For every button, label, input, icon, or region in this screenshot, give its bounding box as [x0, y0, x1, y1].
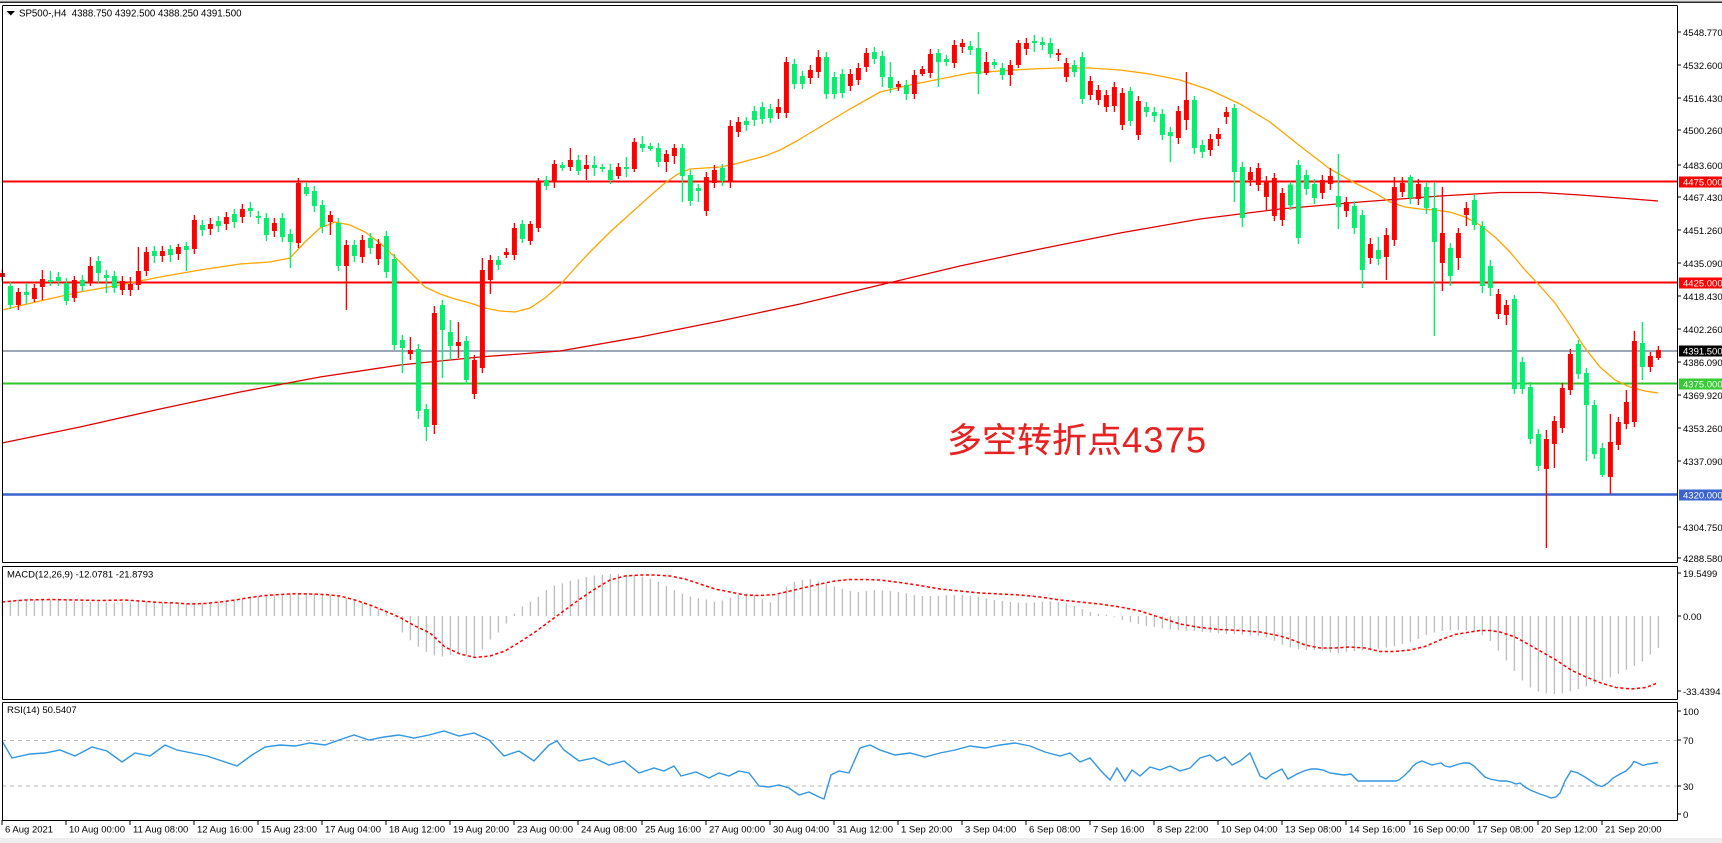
svg-text:-33.4394: -33.4394 [1683, 687, 1721, 698]
svg-text:4418.430: 4418.430 [1683, 292, 1722, 303]
svg-text:4304.750: 4304.750 [1683, 523, 1722, 534]
svg-text:15 Aug 23:00: 15 Aug 23:00 [261, 825, 317, 836]
svg-text:RSI(14) 50.5407: RSI(14) 50.5407 [7, 705, 77, 716]
svg-text:6 Aug 2021: 6 Aug 2021 [5, 825, 53, 836]
svg-text:17 Aug 04:00: 17 Aug 04:00 [325, 825, 381, 836]
svg-text:17 Sep 08:00: 17 Sep 08:00 [1477, 825, 1534, 836]
svg-text:4320.000: 4320.000 [1683, 491, 1722, 502]
svg-text:18 Aug 12:00: 18 Aug 12:00 [389, 825, 445, 836]
svg-text:12 Aug 16:00: 12 Aug 16:00 [197, 825, 253, 836]
svg-text:30 Aug 04:00: 30 Aug 04:00 [773, 825, 829, 836]
svg-text:4435.090: 4435.090 [1683, 259, 1722, 270]
svg-text:4475.000: 4475.000 [1683, 178, 1722, 189]
svg-text:19.5499: 19.5499 [1683, 569, 1717, 580]
svg-text:8 Sep 22:00: 8 Sep 22:00 [1157, 825, 1208, 836]
svg-text:10 Sep 04:00: 10 Sep 04:00 [1221, 825, 1278, 836]
svg-text:4483.600: 4483.600 [1683, 161, 1722, 172]
svg-text:19 Aug 20:00: 19 Aug 20:00 [453, 825, 509, 836]
svg-text:0: 0 [1683, 810, 1688, 821]
svg-text:4288.580: 4288.580 [1683, 554, 1722, 565]
svg-text:11 Aug 08:00: 11 Aug 08:00 [133, 825, 188, 836]
svg-text:4386.090: 4386.090 [1683, 358, 1722, 369]
svg-text:25 Aug 16:00: 25 Aug 16:00 [645, 825, 701, 836]
svg-text:20 Sep 12:00: 20 Sep 12:00 [1541, 825, 1598, 836]
svg-text:4337.090: 4337.090 [1683, 457, 1722, 468]
svg-text:10 Aug 00:00: 10 Aug 00:00 [69, 825, 125, 836]
svg-text:4391.500: 4391.500 [1683, 347, 1722, 358]
svg-text:24 Aug 08:00: 24 Aug 08:00 [581, 825, 637, 836]
svg-text:4375: 4375 [1122, 420, 1207, 461]
svg-text:13 Sep 08:00: 13 Sep 08:00 [1285, 825, 1342, 836]
svg-text:6 Sep 08:00: 6 Sep 08:00 [1029, 825, 1080, 836]
svg-text:27 Aug 00:00: 27 Aug 00:00 [709, 825, 765, 836]
svg-text:4532.600: 4532.600 [1683, 61, 1722, 72]
svg-text:4369.920: 4369.920 [1683, 391, 1722, 402]
svg-text:4375.000: 4375.000 [1683, 380, 1722, 391]
svg-text:4548.770: 4548.770 [1683, 28, 1722, 39]
svg-text:14 Sep 16:00: 14 Sep 16:00 [1349, 825, 1406, 836]
svg-text:1 Sep 20:00: 1 Sep 20:00 [901, 825, 952, 836]
svg-text:4353.260: 4353.260 [1683, 424, 1722, 435]
svg-text:21 Sep 20:00: 21 Sep 20:00 [1605, 825, 1662, 836]
svg-text:0.00: 0.00 [1683, 612, 1702, 623]
svg-text:31 Aug 12:00: 31 Aug 12:00 [837, 825, 893, 836]
svg-text:4451.260: 4451.260 [1683, 226, 1722, 237]
svg-text:100: 100 [1683, 707, 1699, 718]
svg-text:4425.000: 4425.000 [1683, 279, 1722, 290]
svg-text:4516.430: 4516.430 [1683, 94, 1722, 105]
svg-text:23 Aug 00:00: 23 Aug 00:00 [517, 825, 573, 836]
svg-text:4500.260: 4500.260 [1683, 126, 1722, 137]
svg-text:3 Sep 04:00: 3 Sep 04:00 [965, 825, 1016, 836]
svg-text:70: 70 [1683, 736, 1694, 747]
svg-text:MACD(12,26,9) -12.0781 -21.879: MACD(12,26,9) -12.0781 -21.8793 [7, 570, 153, 581]
svg-text:SP500-,H4 4388.750 4392.500 4: SP500-,H4 4388.750 4392.500 4388.250 439… [19, 9, 242, 20]
svg-text:4402.260: 4402.260 [1683, 325, 1722, 336]
svg-text:16 Sep 00:00: 16 Sep 00:00 [1413, 825, 1470, 836]
svg-text:7 Sep 16:00: 7 Sep 16:00 [1093, 825, 1144, 836]
svg-text:30: 30 [1683, 782, 1694, 793]
svg-text:4467.430: 4467.430 [1683, 193, 1722, 204]
